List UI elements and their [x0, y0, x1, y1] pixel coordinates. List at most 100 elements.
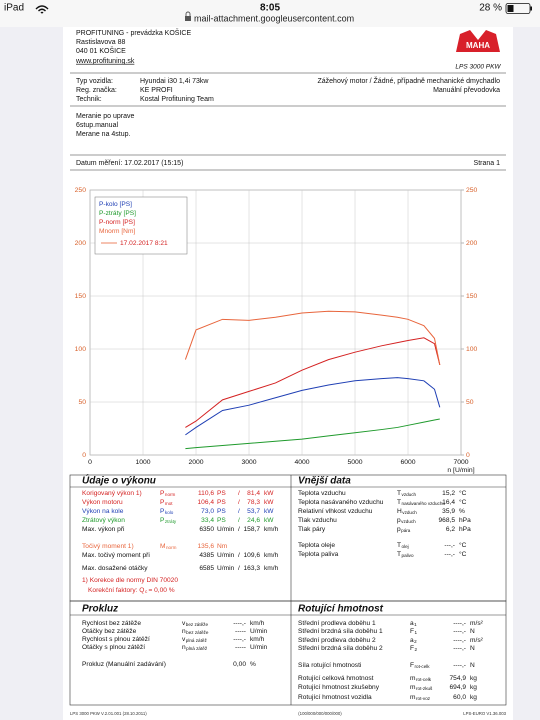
logo-text: MAHA [466, 41, 490, 50]
row-value: ----,- [453, 645, 466, 652]
row-symbol: n [182, 628, 186, 635]
x-tick-label: 4000 [294, 459, 309, 466]
footer-right: LPS-EURO V1.36.003 [463, 711, 506, 716]
x-tick-label: 2000 [188, 459, 203, 466]
legend-box [94, 196, 188, 255]
row-label: Rotující hmotnost zkušebny [298, 684, 380, 691]
street: Rastislavova 88 [76, 39, 126, 46]
row-unit: kW [264, 490, 274, 497]
row-symbol-sub: 2 [415, 647, 418, 652]
row-symbol: P [160, 490, 165, 497]
row-value: ----,- [453, 637, 466, 644]
row-symbol-sub: vzduch [402, 510, 417, 515]
row-separator: / [238, 517, 240, 524]
row-value: 754,9 [449, 675, 466, 682]
row-label: Tlak vzduchu [298, 517, 337, 524]
row-label: Otáčky s plnou zátěží [82, 644, 145, 651]
row-unit: N [470, 645, 475, 652]
row-label: Ztrátový výkon [82, 517, 125, 524]
panel [69, 600, 507, 706]
row-label: Max. dosažené otáčky [82, 565, 148, 572]
row-label: Max. točivý moment při [82, 552, 150, 559]
legend-entry: Mnorm [Nm] [99, 228, 135, 235]
row-unit: °C [459, 550, 467, 558]
row-value: 33,4 [201, 517, 214, 524]
row-unit: U/min [217, 565, 235, 572]
y2-tick-label: 50 [466, 399, 474, 406]
series-line [185, 337, 441, 428]
row-label: Max. výkon při [82, 526, 125, 533]
row-symbol: m [410, 684, 416, 691]
row-symbol-sub: plná zátěž [186, 638, 208, 643]
row-symbol: P [160, 517, 165, 524]
row-unit: km/h [250, 636, 265, 643]
row-unit: m/s² [470, 637, 484, 644]
row-symbol: M [160, 543, 166, 550]
row-symbol: T [397, 551, 401, 558]
row-value: ----- [235, 628, 246, 635]
row-value: ---,- [444, 542, 455, 549]
section-title: Vnější data [298, 476, 351, 487]
row-symbol-sub: pára [401, 528, 411, 533]
row-value: 110,6 [198, 490, 214, 497]
y2-tick-label: 150 [466, 293, 478, 300]
row-unit: U/min [217, 552, 235, 559]
row-unit: N [470, 628, 475, 635]
website[interactable]: www.profituning.sk [75, 58, 135, 65]
row-unit: m/s² [470, 620, 484, 627]
row-separator: / [238, 526, 240, 533]
legend-entry: P-ztráty [PS] [99, 210, 136, 217]
row-symbol: P [160, 499, 165, 506]
row-separator: / [238, 565, 240, 572]
row-symbol-sub: rot-celk [415, 664, 431, 669]
row-symbol-sub: 2 [414, 639, 417, 644]
row-value: 60,0 [453, 694, 466, 701]
correction-sub: c [145, 589, 148, 594]
row-separator: / [238, 490, 240, 497]
row-value: ----,- [453, 620, 466, 627]
row-label: Relativní vlhkost vzduchu [298, 508, 373, 515]
row-value: 6585 [199, 565, 214, 572]
row-value: 968,5 [438, 517, 455, 524]
footer-center: (100/000/000/000/000) [298, 711, 342, 716]
row-value: 81,4 [247, 490, 260, 497]
note: Merane na 4stup. [76, 131, 131, 138]
row-symbol: p [397, 526, 401, 533]
y2-tick-label: 0 [466, 452, 470, 459]
row-unit: % [250, 661, 256, 668]
row-value: 694,9 [449, 684, 466, 691]
row-value: 4385 [199, 552, 214, 559]
row-symbol: F [410, 662, 414, 669]
chart: 0 50 100 150 200 250 0 50 100 150 200 250 0 1000 2000 3… [75, 187, 478, 474]
series-line [185, 418, 440, 450]
row-unit: U/min [250, 628, 268, 635]
row-separator: / [238, 552, 240, 559]
x-axis-label: n [U/min] [447, 467, 474, 474]
row-unit: U/min [250, 644, 268, 651]
row-unit: PS [217, 517, 226, 524]
footnote: 1) Korekce dle normy DIN 70020 [82, 577, 178, 584]
engine: Zážehový motor / Žádné, případně mechani… [318, 76, 501, 85]
row-label: Rychlost bez zátěže [82, 620, 141, 627]
row-label: Rotující celková hmotnost [298, 675, 374, 682]
row-symbol: T [397, 542, 401, 549]
row-unit: °C [459, 498, 467, 506]
row-unit: hPa [459, 526, 471, 533]
legend-entry: P-kolo [PS] [99, 201, 132, 208]
section-title: Údaje o výkonu [82, 474, 156, 487]
row-value: ----,- [233, 620, 246, 627]
y-tick-label: 250 [75, 187, 87, 194]
y-tick-label: 200 [75, 240, 87, 247]
row-unit: km/h [264, 552, 279, 559]
url[interactable]: mail-attachment.googleusercontent.com [194, 13, 354, 23]
row-symbol: P [160, 508, 165, 515]
field-value: KE PROFI [140, 87, 173, 94]
device-name: iPad [4, 3, 24, 14]
row-unit: km/h [264, 526, 279, 533]
row-symbol: v [182, 620, 186, 627]
row-unit: Nm [217, 543, 228, 550]
row-value: 78,3 [247, 499, 260, 506]
row-label: Výkon na kole [82, 508, 124, 515]
status-bar [0, 0, 540, 27]
